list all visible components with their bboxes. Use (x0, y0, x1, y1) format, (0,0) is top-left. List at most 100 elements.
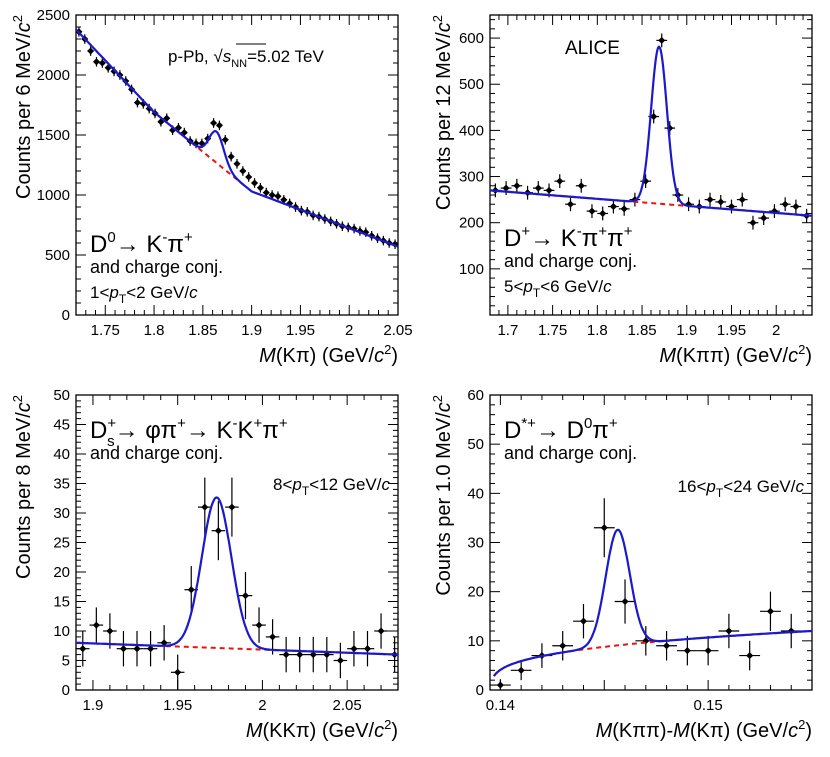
data-point (347, 631, 361, 667)
decay-label: D+→ K-π+π+ (504, 223, 633, 252)
data-point (233, 159, 241, 169)
point-marker (251, 179, 259, 187)
data-point (360, 631, 375, 667)
y-tick-label: 200 (459, 215, 484, 232)
y-tick-label: 300 (459, 169, 484, 186)
point-marker (683, 647, 691, 655)
data-point (747, 215, 759, 230)
y-tick-label: 50 (53, 387, 70, 404)
point-marker (545, 186, 553, 194)
point-marker (268, 191, 276, 199)
point-marker (241, 592, 250, 600)
total-fit-curve (490, 45, 812, 217)
point-marker (556, 177, 564, 185)
data-point (76, 631, 90, 667)
y-tick-label: 30 (467, 535, 484, 552)
x-tick-label: 1.8 (587, 322, 608, 339)
y-tick-label: 5 (62, 653, 70, 670)
data-point (532, 181, 544, 195)
point-marker (650, 113, 658, 121)
data-points (490, 33, 812, 230)
data-point (597, 206, 609, 221)
point-marker (255, 621, 263, 629)
data-point (210, 118, 218, 128)
panel-dplus: 1.7 1.75 1.8 1.85 1.9 1.95 2 100 200 300 400 500 600… (430, 14, 813, 367)
data-point (656, 33, 668, 48)
data-point (89, 607, 104, 643)
data-point (586, 204, 598, 219)
data-point (292, 636, 307, 673)
point-marker (245, 173, 253, 181)
y-tick-label: 50 (467, 436, 484, 453)
data-point (758, 211, 770, 225)
point-marker (282, 651, 290, 659)
data-point (184, 566, 199, 614)
data-point (198, 477, 212, 537)
data-points (490, 498, 802, 690)
total-fit-curve (493, 528, 812, 677)
point-marker (766, 607, 774, 615)
data-point (157, 625, 171, 661)
x-tick-label: 1.9 (241, 322, 262, 339)
data-point (225, 477, 239, 537)
point-marker (350, 645, 358, 653)
point-marker (579, 617, 588, 625)
y-tick-label: 2500 (37, 7, 70, 24)
x-tick-label: 2.05 (383, 322, 412, 339)
ticks (489, 15, 813, 316)
data-point (238, 572, 253, 620)
point-marker (513, 182, 521, 190)
panel-d0: 1.75 1.8 1.85 1.9 1.95 2 2.05 0 500 1000 1500 2000 2… (10, 7, 413, 367)
data-point (306, 636, 321, 673)
data-point (656, 631, 677, 661)
point-marker (280, 196, 288, 204)
point-marker (221, 136, 229, 144)
y-tick-label: 0 (62, 682, 70, 699)
data-point (779, 197, 791, 212)
point-marker (160, 639, 168, 647)
x-tick-label: 1.95 (717, 322, 746, 339)
data-point (274, 191, 282, 201)
y-tick-label: 40 (467, 485, 484, 502)
data-point (676, 635, 698, 666)
x-tick-label: 2 (772, 322, 780, 339)
point-marker (738, 196, 746, 204)
decay-label: D*+→ D0π+ (504, 415, 618, 444)
data-point (227, 151, 235, 162)
y-tick-label: 400 (459, 122, 484, 139)
point-marker (147, 645, 155, 653)
y-tick-label: 10 (53, 623, 70, 640)
panel-dstar: 0.14 0.15 0 10 20 30 40 50 60 M(Kππ)-M(Kπ) (GeV/c… (430, 387, 813, 742)
data-point (215, 120, 223, 131)
x-tick-label: 1.7 (497, 322, 518, 339)
x-tick-label: 2 (258, 697, 266, 714)
point-marker (502, 184, 510, 192)
x-tick-label: 1.9 (83, 697, 104, 714)
point-marker (534, 184, 542, 192)
data-points (76, 477, 398, 690)
x-tick-label: 1.75 (91, 322, 120, 339)
point-marker (704, 647, 712, 655)
point-marker (133, 645, 141, 653)
data-point (251, 178, 259, 188)
point-marker (566, 200, 575, 208)
point-marker (496, 681, 504, 689)
data-point (575, 178, 587, 193)
point-marker (79, 645, 87, 653)
data-point (490, 679, 511, 690)
point-marker (621, 597, 629, 606)
data-point (133, 97, 142, 108)
point-marker (706, 196, 714, 204)
y-tick-label: 600 (459, 30, 484, 47)
data-point (374, 613, 388, 649)
collision-system-label: p-Pb, √sNN=5.02 TeV (168, 47, 324, 70)
data-point (143, 631, 158, 667)
y-tick-label: 500 (45, 247, 70, 264)
x-tick-label: 0.15 (694, 697, 723, 714)
point-marker (658, 36, 666, 44)
data-point (552, 631, 574, 661)
y-tick-label: 15 (53, 594, 70, 611)
data-point (573, 603, 594, 639)
data-point (739, 640, 761, 671)
